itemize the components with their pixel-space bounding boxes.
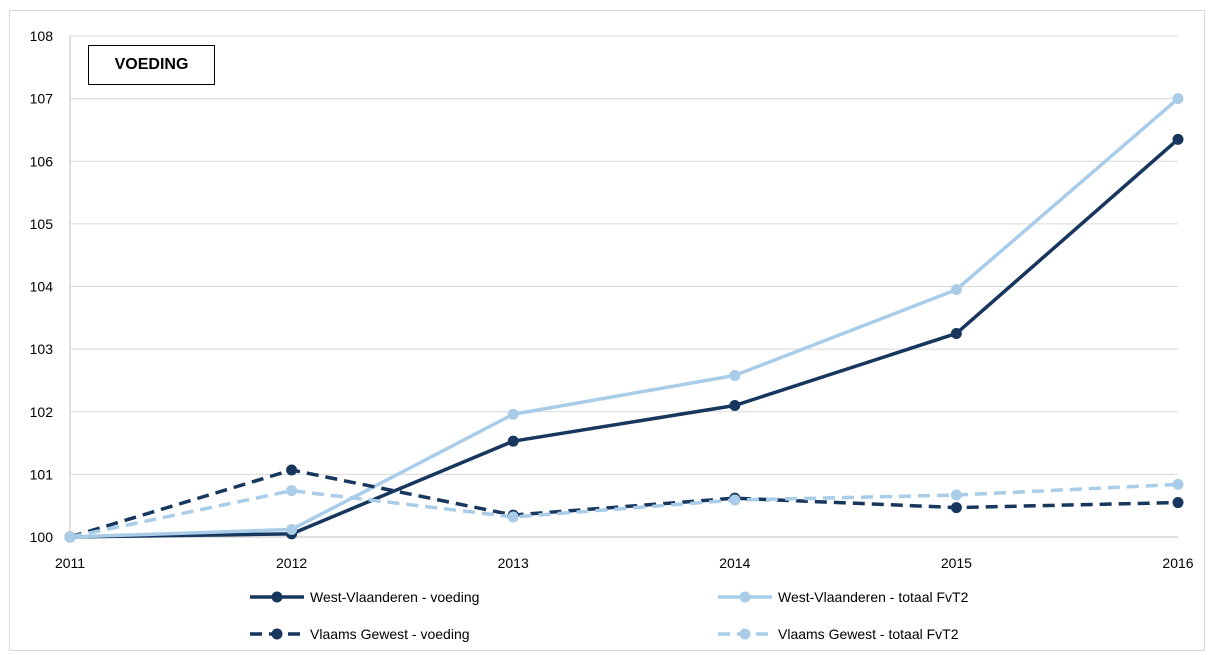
- y-tick-label: 107: [30, 91, 54, 107]
- legend-label: Vlaams Gewest - voeding: [310, 626, 470, 642]
- data-point: [950, 327, 962, 339]
- data-point: [507, 408, 519, 420]
- legend-item-west-vlaanderen-voeding: West-Vlaanderen - voeding: [248, 589, 479, 605]
- data-point: [286, 523, 298, 535]
- data-point: [729, 399, 741, 411]
- legend-marker: [739, 591, 751, 603]
- y-tick-label: 104: [30, 279, 54, 295]
- y-tick-label: 106: [30, 153, 54, 169]
- y-tick-label: 108: [30, 28, 54, 44]
- series-lines: [69, 97, 1180, 539]
- x-tick-label: 2011: [55, 555, 85, 571]
- legend-item-vlaams-gewest-voeding: Vlaams Gewest - voeding: [248, 626, 470, 642]
- series-points: [64, 93, 1184, 543]
- legend-swatch: [250, 628, 304, 640]
- series-line: [69, 482, 1179, 539]
- data-point: [950, 489, 962, 501]
- legend-item-vlaams-gewest-totaal: Vlaams Gewest - totaal FvT2: [716, 626, 959, 642]
- legend-marker: [271, 628, 283, 640]
- data-point: [729, 494, 741, 506]
- data-point: [1172, 497, 1184, 509]
- legend-marker: [271, 591, 283, 603]
- legend-label: West-Vlaanderen - voeding: [310, 589, 480, 605]
- data-point: [286, 485, 298, 497]
- y-tick-label: 101: [30, 466, 54, 482]
- data-point: [1172, 133, 1184, 145]
- x-tick-label: 2013: [498, 555, 529, 571]
- x-tick-label: 2014: [719, 555, 750, 571]
- x-axis-ticks: 2011 2012 2013 2014 2015 2016: [55, 555, 1194, 571]
- x-tick-label: 2015: [941, 555, 972, 571]
- data-point: [1172, 478, 1184, 490]
- chart-title: VOEDING: [88, 45, 215, 85]
- series-line: [69, 138, 1180, 539]
- data-point: [64, 531, 76, 543]
- legend-item-west-vlaanderen-totaal: West-Vlaanderen - totaal FvT2: [716, 589, 968, 605]
- series-line: [69, 97, 1180, 539]
- legend-swatch: [250, 591, 304, 603]
- y-tick-label: 105: [30, 216, 54, 232]
- x-tick-label: 2012: [276, 555, 307, 571]
- x-tick-label: 2016: [1162, 555, 1193, 571]
- data-point: [507, 511, 519, 523]
- gridlines: [69, 35, 1178, 538]
- data-point: [1172, 93, 1184, 105]
- y-tick-label: 102: [30, 404, 54, 420]
- data-point: [950, 502, 962, 514]
- y-tick-label: 100: [30, 529, 54, 545]
- chart-frame: [9, 10, 1205, 651]
- data-point: [507, 435, 519, 447]
- legend-swatch: [718, 628, 772, 640]
- data-point: [729, 369, 741, 381]
- legend-swatch: [718, 591, 772, 603]
- y-tick-label: 103: [30, 341, 54, 357]
- series-line: [69, 468, 1179, 539]
- y-axis-ticks: 100 101 102 103 104 105 106 107 108: [30, 28, 54, 545]
- data-point: [286, 464, 298, 476]
- legend-label: West-Vlaanderen - totaal FvT2: [778, 589, 969, 605]
- legend-marker: [739, 628, 751, 640]
- data-point: [950, 284, 962, 296]
- legend-label: Vlaams Gewest - totaal FvT2: [778, 626, 959, 642]
